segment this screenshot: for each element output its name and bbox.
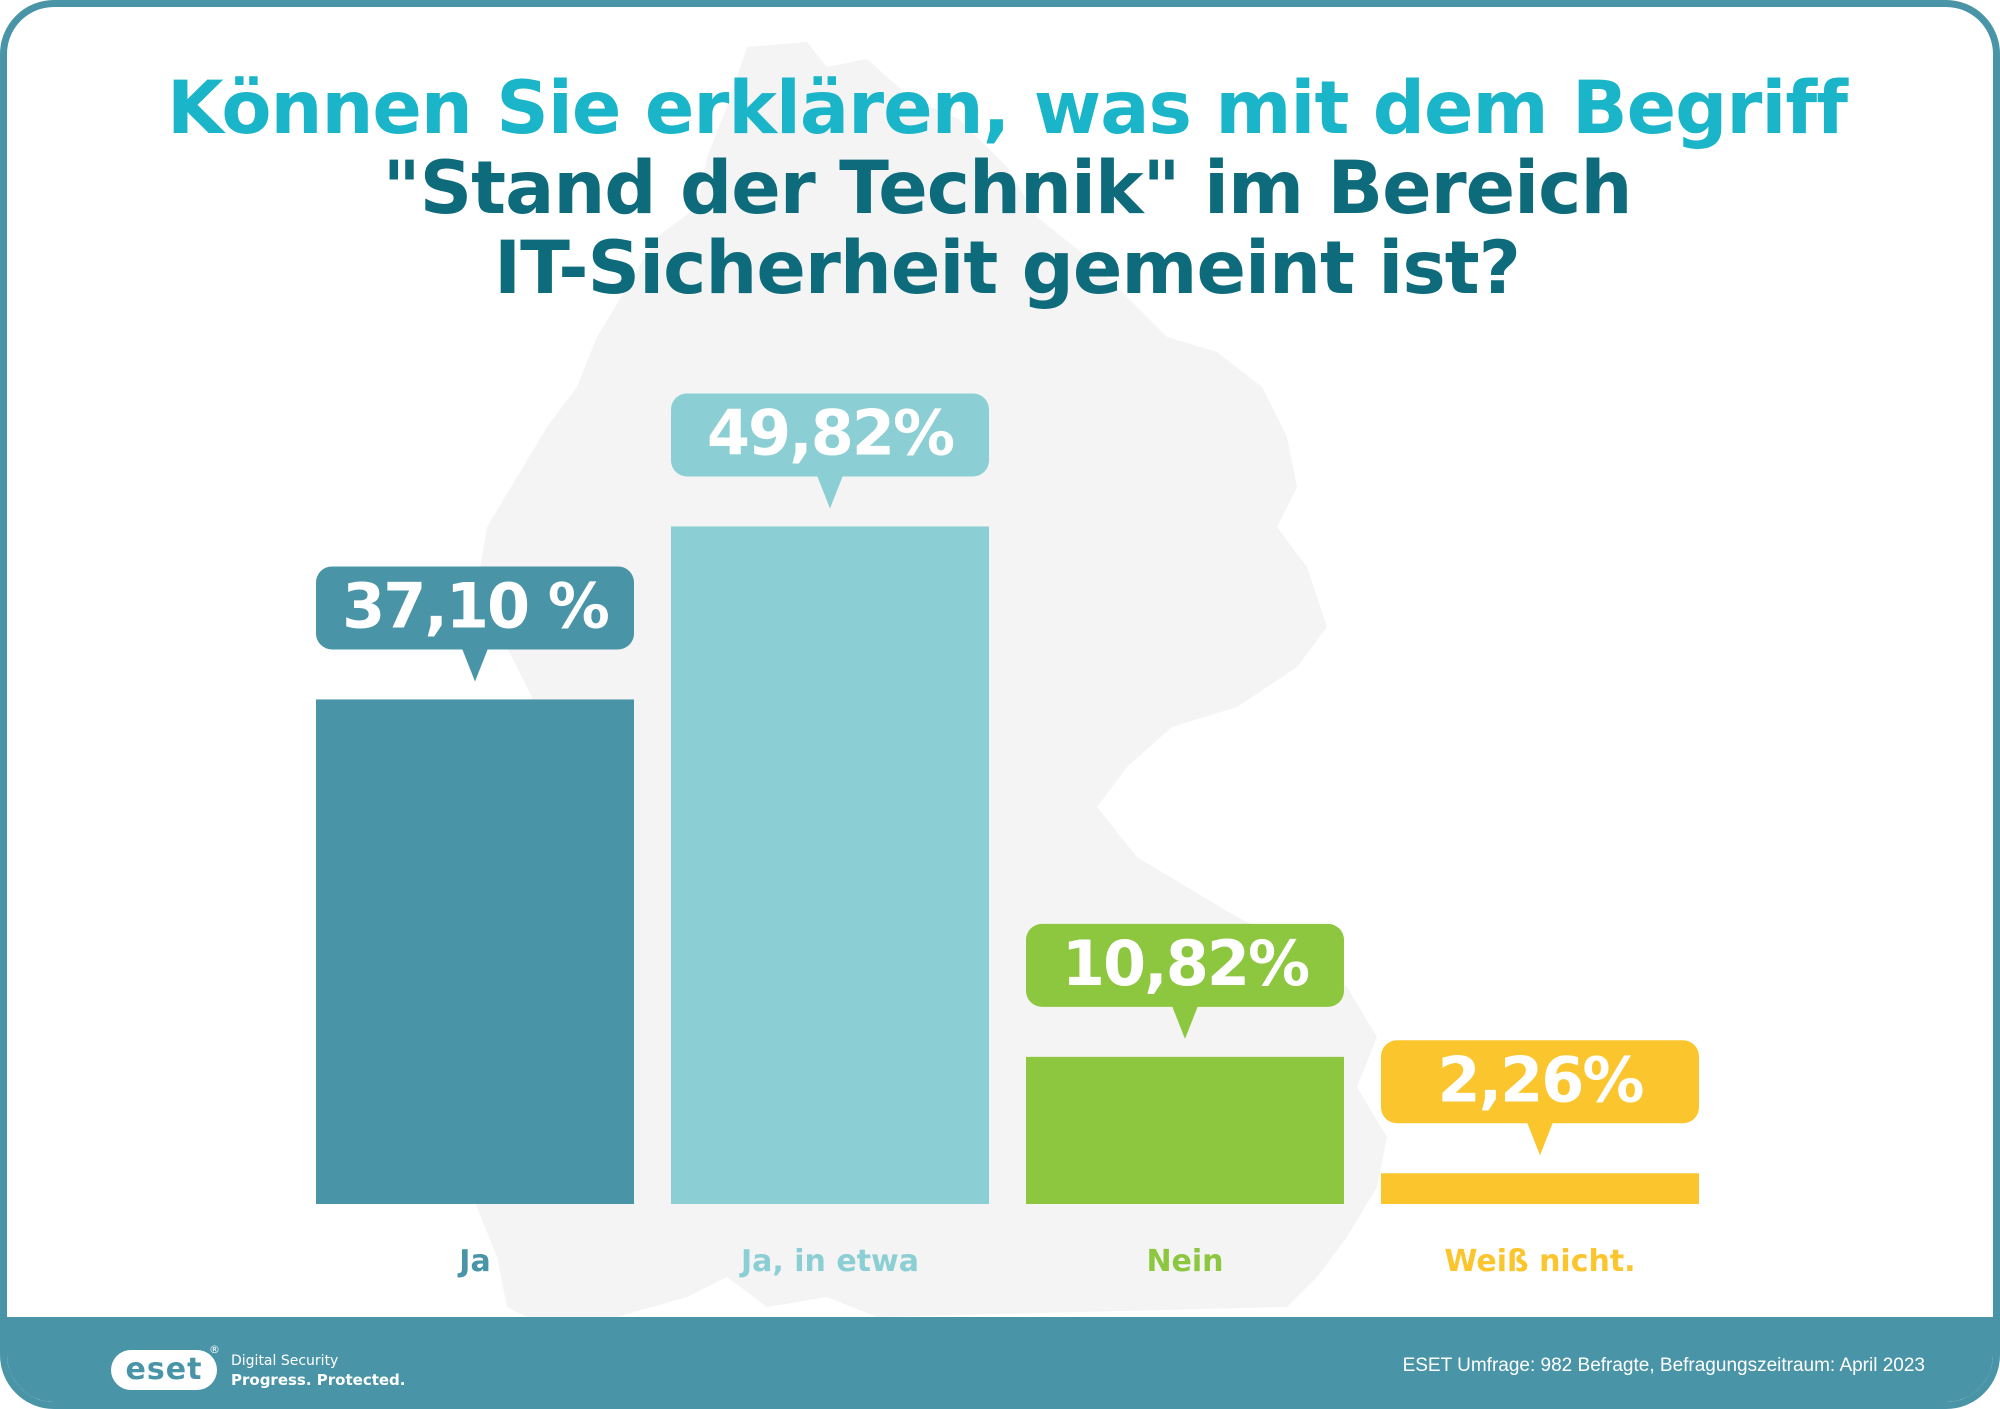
bar-chart: 37,10 % Ja 49,82% Ja, in etwa 10,82% Nein 2,26… xyxy=(316,393,1699,1279)
category-label-1: Ja, in etwa xyxy=(739,1244,919,1279)
value-label-0: 37,10 % xyxy=(342,569,609,642)
title-line-2: "Stand der Technik" im Bereich xyxy=(382,146,1633,231)
value-callout-1 xyxy=(671,393,989,477)
value-label-3: 2,26% xyxy=(1437,1043,1643,1116)
title-line-1: Können Sie erklären, was mit dem Begriff xyxy=(167,66,1848,151)
category-label-2: Nein xyxy=(1146,1244,1223,1279)
value-label-1: 49,82% xyxy=(707,396,954,469)
bar-1 xyxy=(671,526,989,1204)
category-label-0: Ja xyxy=(457,1244,490,1279)
registered-mark: ® xyxy=(209,1343,220,1356)
tagline-digital-security: Digital Security xyxy=(231,1353,339,1369)
survey-source-note: ESET Umfrage: 982 Befragte, Befragungsze… xyxy=(1402,1355,1925,1376)
callout-pointer-1 xyxy=(817,475,843,509)
value-callout-2 xyxy=(1026,923,1344,1007)
category-label-3: Weiß nicht. xyxy=(1444,1244,1635,1279)
title-line-3: IT-Sicherheit gemeint ist? xyxy=(493,226,1521,311)
tagline-progress-protected: Progress. Protected. xyxy=(231,1371,406,1389)
callout-pointer-2 xyxy=(1172,1005,1198,1039)
bar-3 xyxy=(1381,1173,1699,1204)
eset-logo: eset xyxy=(111,1350,217,1390)
value-callout-3 xyxy=(1381,1040,1699,1124)
chart-title: Können Sie erklären, was mit dem Begriff… xyxy=(7,66,1993,311)
footer-bar: eset ® Digital Security Progress. Protec… xyxy=(7,1317,1993,1402)
bar-2 xyxy=(1026,1056,1344,1204)
value-label-2: 10,82% xyxy=(1062,927,1309,1000)
callout-pointer-3 xyxy=(1527,1122,1553,1156)
bar-0 xyxy=(316,699,634,1204)
callout-pointer-0 xyxy=(462,648,488,682)
value-callout-0 xyxy=(316,566,634,650)
